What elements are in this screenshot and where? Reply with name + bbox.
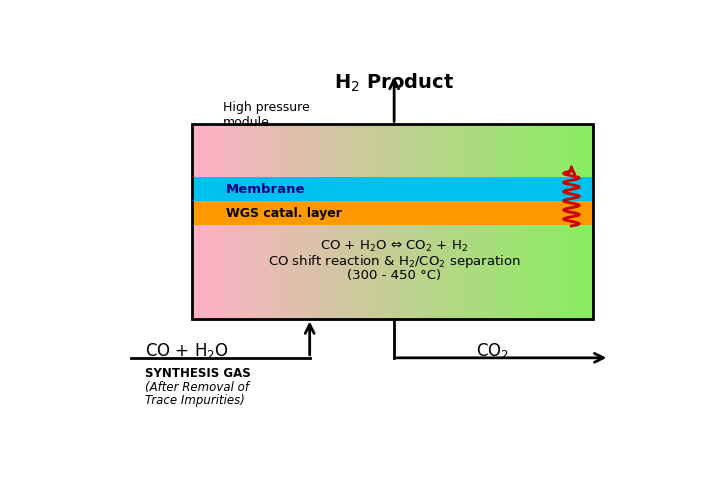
Text: CO + H$_2$O: CO + H$_2$O: [145, 341, 229, 361]
Bar: [192, 125, 592, 319]
Text: SYNTHESIS GAS: SYNTHESIS GAS: [145, 366, 251, 379]
Text: CO shift reaction & H$_2$/CO$_2$ separation: CO shift reaction & H$_2$/CO$_2$ separat…: [268, 253, 521, 270]
Text: CO + H$_2$O ⇔ CO$_2$ + H$_2$: CO + H$_2$O ⇔ CO$_2$ + H$_2$: [320, 239, 468, 254]
Text: (300 - 450 °C): (300 - 450 °C): [347, 269, 441, 282]
Text: High pressure
module: High pressure module: [223, 101, 310, 129]
Bar: [192, 177, 592, 201]
Text: (After Removal of: (After Removal of: [145, 380, 250, 393]
FancyBboxPatch shape: [79, 51, 657, 438]
Text: H$_2$ Product: H$_2$ Product: [334, 71, 454, 93]
Text: WGS catal. layer: WGS catal. layer: [226, 207, 341, 220]
Text: CO$_2$: CO$_2$: [476, 341, 509, 361]
Text: Membrane: Membrane: [226, 183, 305, 196]
Text: Trace Impurities): Trace Impurities): [145, 393, 245, 406]
Bar: [192, 201, 592, 226]
